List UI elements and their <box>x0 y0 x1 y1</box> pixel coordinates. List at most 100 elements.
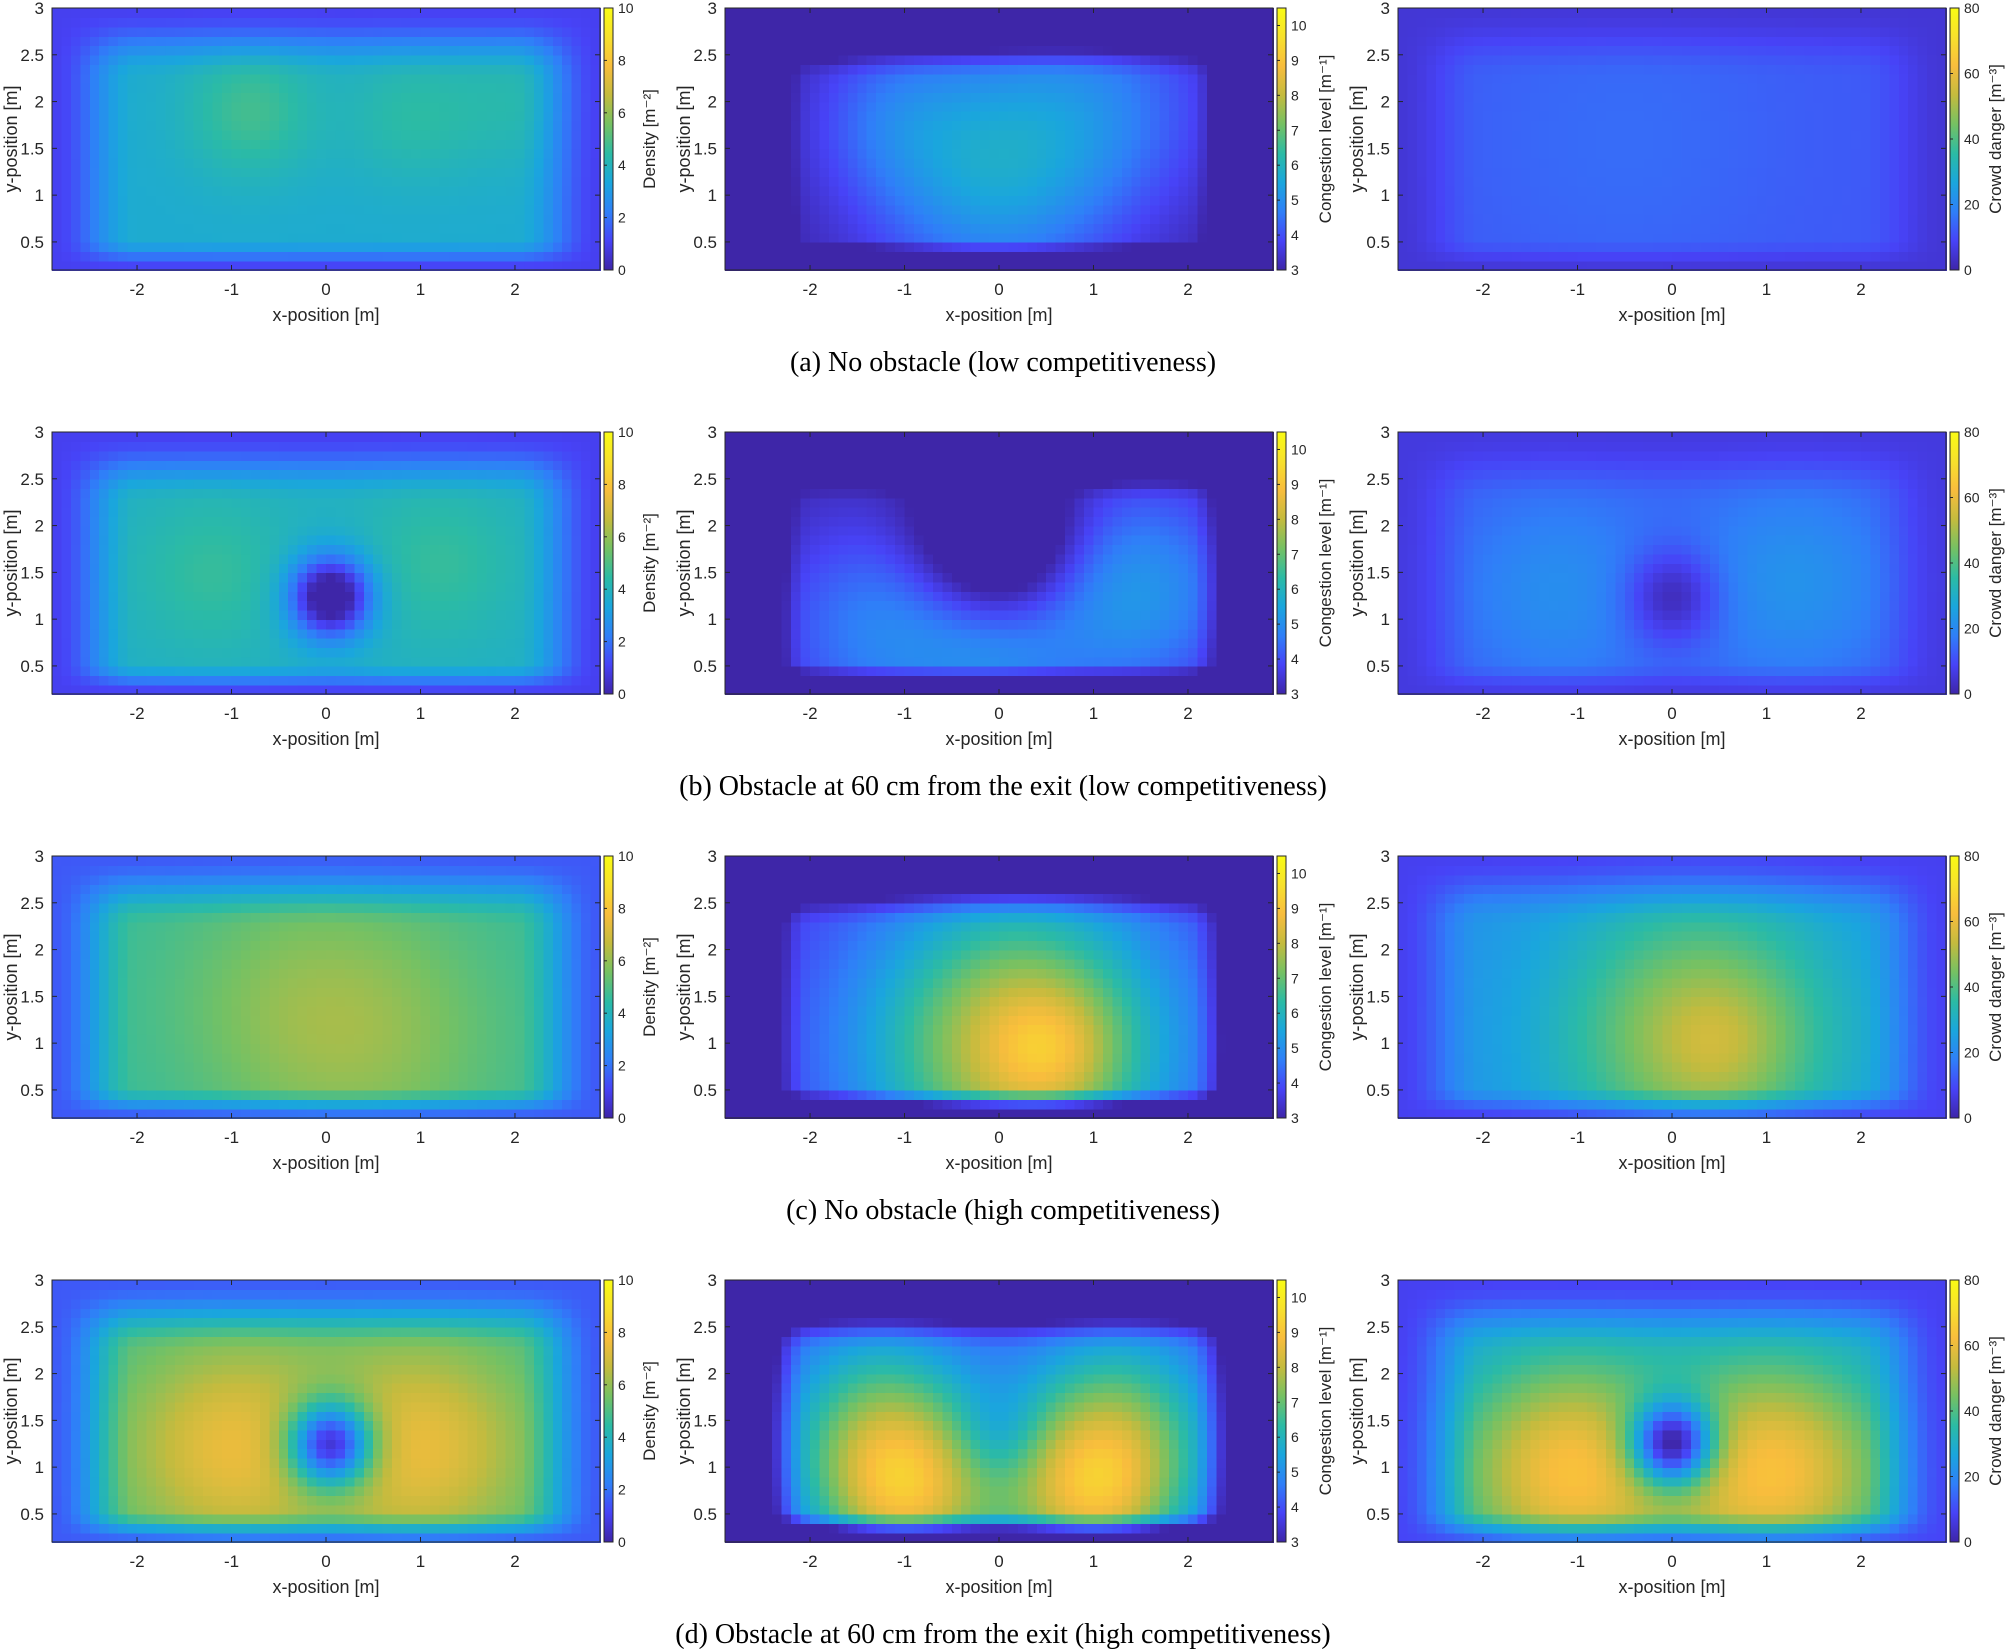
panel-d-density-cbtick-label: 10 <box>618 1272 634 1288</box>
panel-c-danger-cbtick-label: 40 <box>1964 979 1980 995</box>
panel-b-density-colorbar <box>603 431 614 695</box>
panel-a-density: -2 -1 0 1 2 0.5 1 1.5 2 2.5 3 x-position [m] y-posit… <box>1 0 659 325</box>
panel-d-congestion-colorbar-label: Congestion level [m⁻¹] <box>1316 1327 1335 1496</box>
panel-b-density-colorbar-label: Density [m⁻²] <box>640 513 659 613</box>
panel-c-density-ytick-label: 1 <box>35 1034 44 1053</box>
panel-a-danger-heatmap <box>1398 8 1947 271</box>
panel-b-danger-xtick-label: 2 <box>1856 704 1865 723</box>
panel-a-danger-xtick-label: -2 <box>1475 280 1490 299</box>
panel-c-danger-xtick-label: 1 <box>1762 1128 1771 1147</box>
panel-a-danger-ytick-label: 1 <box>1381 186 1390 205</box>
panel-d-danger: -2 -1 0 1 2 0.5 1 1.5 2 2.5 3 x-position [m] y-posit… <box>1347 1271 2005 1597</box>
panel-b-danger-cbtick-label: 20 <box>1964 621 1980 637</box>
panel-b-congestion-xlabel: x-position [m] <box>945 729 1052 749</box>
panel-d-danger-ytick-label: 0.5 <box>1366 1505 1390 1524</box>
panel-d-danger-colorbar-label: Crowd danger [m⁻³] <box>1986 1336 2005 1486</box>
panel-a-congestion-ylabel: y-position [m] <box>674 85 694 192</box>
panel-b-congestion: -2 -1 0 1 2 0.5 1 1.5 2 2.5 3 x-position [m] y-posit… <box>674 423 1335 749</box>
panel-c-congestion-ytick-label: 1 <box>708 1034 717 1053</box>
panel-b-congestion-ytick-label: 2.5 <box>693 470 717 489</box>
panel-d-density-ytick-label: 1 <box>35 1458 44 1477</box>
panel-d-congestion-cbtick-label: 7 <box>1291 1394 1299 1410</box>
panel-c-density-cbtick-label: 10 <box>618 848 634 864</box>
panel-a-congestion-cbtick-label: 3 <box>1291 262 1299 278</box>
panel-c-density-heatmap <box>52 856 601 1119</box>
panel-a-congestion: -2 -1 0 1 2 0.5 1 1.5 2 2.5 3 x-position [m] y-posit… <box>674 0 1335 325</box>
panel-d-congestion-xtick-label: 0 <box>994 1552 1003 1571</box>
panel-b-danger-heatmap <box>1398 432 1947 695</box>
caption-d: (d) Obstacle at 60 cm from the exit (hig… <box>675 1619 1330 1649</box>
panel-b-congestion-ytick-label: 0.5 <box>693 657 717 676</box>
panel-c-danger-xtick-label: 0 <box>1667 1128 1676 1147</box>
panel-b-congestion-heatmap <box>725 432 1274 695</box>
panel-b-congestion-cbtick-label: 8 <box>1291 511 1299 527</box>
panel-a-congestion-cbtick-label: 7 <box>1291 122 1299 138</box>
panel-b-danger-ylabel: y-position [m] <box>1347 509 1367 616</box>
panel-a-congestion-ytick-label: 1 <box>708 186 717 205</box>
panel-c-density-ytick-label: 3 <box>35 847 44 866</box>
panel-b-danger-ytick-label: 1.5 <box>1366 563 1390 582</box>
panel-a-density-cbtick-label: 4 <box>618 157 626 173</box>
panel-a-congestion-heatmap <box>725 8 1274 271</box>
panel-a-danger-colorbar-label: Crowd danger [m⁻³] <box>1986 64 2005 214</box>
panel-b-congestion-cbtick-label: 3 <box>1291 686 1299 702</box>
panel-c-congestion-xtick-label: 0 <box>994 1128 1003 1147</box>
panel-c-danger-ylabel: y-position [m] <box>1347 933 1367 1040</box>
panel-a-danger-ytick-label: 0.5 <box>1366 233 1390 252</box>
panel-a-congestion-ytick-label: 2.5 <box>693 46 717 65</box>
panel-a-congestion-xlabel: x-position [m] <box>945 305 1052 325</box>
panel-c-density-cbtick-label: 6 <box>618 953 626 969</box>
panel-b-congestion-cbtick-label: 6 <box>1291 581 1299 597</box>
panel-c-danger-xtick-label: 2 <box>1856 1128 1865 1147</box>
panel-a-density-cbtick-label: 0 <box>618 262 626 278</box>
panel-c-danger-ytick-label: 2.5 <box>1366 894 1390 913</box>
panel-a-danger-ytick-label: 2 <box>1381 93 1390 112</box>
panel-d-danger-ytick-label: 3 <box>1381 1271 1390 1290</box>
panel-c-danger-ytick-label: 0.5 <box>1366 1081 1390 1100</box>
panel-d-density-cbtick-label: 6 <box>618 1377 626 1393</box>
panel-d-density-xtick-label: -1 <box>224 1552 239 1571</box>
panel-c-density-xlabel: x-position [m] <box>272 1153 379 1173</box>
panel-a-density-ytick-label: 3 <box>35 0 44 18</box>
panel-b-danger: -2 -1 0 1 2 0.5 1 1.5 2 2.5 3 x-position [m] y-posit… <box>1347 423 2005 749</box>
panel-c-density-cbtick-label: 0 <box>618 1110 626 1126</box>
panel-b-density-xlabel: x-position [m] <box>272 729 379 749</box>
panel-d-density-ytick-label: 1.5 <box>20 1411 44 1430</box>
panel-b-congestion-xtick-label: 0 <box>994 704 1003 723</box>
panel-b-danger-colorbar-label: Crowd danger [m⁻³] <box>1986 488 2005 638</box>
panel-a-density-colorbar <box>603 7 614 271</box>
panel-d-danger-xlabel: x-position [m] <box>1618 1577 1725 1597</box>
panel-d-danger-cbtick-label: 20 <box>1964 1469 1980 1485</box>
panel-c-congestion-ytick-label: 3 <box>708 847 717 866</box>
panel-d-density-cbtick-label: 2 <box>618 1482 626 1498</box>
panel-a-congestion-ytick-label: 1.5 <box>693 139 717 158</box>
panel-d-congestion-cbtick-label: 5 <box>1291 1464 1299 1480</box>
panel-c-density-ytick-label: 1.5 <box>20 987 44 1006</box>
panel-c-density-xtick-label: 2 <box>510 1128 519 1147</box>
panel-c-danger-ytick-label: 3 <box>1381 847 1390 866</box>
panel-a-danger-xtick-label: 2 <box>1856 280 1865 299</box>
panel-d-congestion-cbtick-label: 9 <box>1291 1324 1299 1340</box>
caption-c: (c) No obstacle (high competitiveness) <box>786 1195 1220 1226</box>
panel-d-density-ytick-label: 3 <box>35 1271 44 1290</box>
panel-c-congestion-ytick-label: 2 <box>708 941 717 960</box>
panel-c-danger-cbtick-label: 60 <box>1964 914 1980 930</box>
panel-b-danger-xtick-label: -1 <box>1570 704 1585 723</box>
panel-b-danger-ytick-label: 3 <box>1381 423 1390 442</box>
panel-d-congestion-xlabel: x-position [m] <box>945 1577 1052 1597</box>
panel-d-danger-xtick-label: -2 <box>1475 1552 1490 1571</box>
panel-b-danger-ytick-label: 2.5 <box>1366 470 1390 489</box>
panel-c-congestion-xlabel: x-position [m] <box>945 1153 1052 1173</box>
panel-b-danger-cbtick-label: 60 <box>1964 490 1980 506</box>
panel-b-density-xtick-label: 0 <box>321 704 330 723</box>
panel-d-density-colorbar-label: Density [m⁻²] <box>640 1361 659 1461</box>
panel-c-danger-cbtick-label: 20 <box>1964 1045 1980 1061</box>
panel-c-danger-ytick-label: 1.5 <box>1366 987 1390 1006</box>
panel-c-danger: -2 -1 0 1 2 0.5 1 1.5 2 2.5 3 x-position [m] y-posit… <box>1347 847 2005 1173</box>
panel-d-congestion-xtick-label: 2 <box>1183 1552 1192 1571</box>
panel-d-density-ytick-label: 2 <box>35 1365 44 1384</box>
panel-b-congestion-cbtick-label: 9 <box>1291 476 1299 492</box>
panel-d-congestion-heatmap <box>725 1280 1274 1543</box>
panel-a-danger: -2 -1 0 1 2 0.5 1 1.5 2 2.5 3 x-position [m] y-posit… <box>1347 0 2005 325</box>
panel-a-density-ytick-label: 0.5 <box>20 233 44 252</box>
